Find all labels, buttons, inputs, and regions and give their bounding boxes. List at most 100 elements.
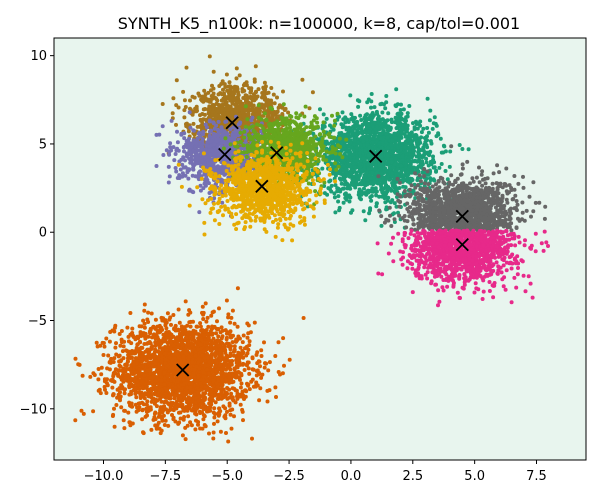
data-point <box>91 409 96 414</box>
data-point <box>341 200 346 205</box>
data-point <box>362 116 367 120</box>
data-point <box>151 374 156 379</box>
data-point <box>160 346 165 351</box>
data-point <box>180 343 185 348</box>
data-point <box>226 312 231 317</box>
data-point <box>407 148 412 153</box>
data-point <box>369 105 373 110</box>
data-point <box>368 206 373 211</box>
data-point <box>434 168 439 173</box>
data-point <box>379 171 384 176</box>
data-point <box>247 371 252 376</box>
data-point <box>206 324 211 329</box>
data-point <box>228 320 233 325</box>
data-point <box>157 411 162 416</box>
data-point <box>216 338 221 343</box>
data-point <box>355 156 360 160</box>
data-point <box>104 336 109 341</box>
data-point <box>111 374 116 379</box>
data-point <box>145 368 150 373</box>
data-point <box>370 111 375 115</box>
data-point <box>480 169 485 174</box>
data-point <box>205 355 210 360</box>
data-point <box>341 168 346 173</box>
data-point <box>153 361 158 366</box>
data-point <box>136 390 141 395</box>
data-point <box>46 357 50 361</box>
data-point <box>383 149 388 154</box>
data-point <box>524 208 529 213</box>
data-point <box>129 377 133 382</box>
data-point <box>177 420 182 425</box>
data-point <box>369 163 374 167</box>
data-point <box>250 377 255 382</box>
data-point <box>162 399 167 404</box>
data-point <box>449 173 454 178</box>
data-point <box>211 410 216 415</box>
data-point <box>110 385 115 390</box>
data-point <box>377 163 382 168</box>
data-point <box>229 315 234 320</box>
data-point <box>372 133 377 138</box>
data-point <box>152 370 157 375</box>
data-point <box>226 354 231 359</box>
data-point <box>335 189 340 194</box>
data-point <box>174 366 179 371</box>
data-point <box>418 119 423 124</box>
data-point <box>213 400 218 405</box>
data-point <box>425 126 430 130</box>
data-point <box>222 347 227 352</box>
data-point <box>437 165 442 170</box>
data-point <box>190 332 195 337</box>
data-point <box>336 194 341 199</box>
data-point <box>238 402 243 407</box>
data-point <box>109 378 113 383</box>
data-point <box>107 367 112 372</box>
data-point <box>418 179 423 184</box>
data-point <box>259 354 264 358</box>
data-point <box>145 413 149 418</box>
data-point <box>119 329 124 333</box>
data-point <box>363 218 368 223</box>
data-point <box>425 134 429 139</box>
data-point <box>238 345 243 350</box>
data-point <box>337 205 342 210</box>
data-point <box>98 391 103 396</box>
data-point <box>130 421 135 426</box>
data-point <box>366 167 371 171</box>
data-point <box>224 378 229 383</box>
data-point <box>128 311 133 315</box>
data-point <box>228 333 233 337</box>
data-point <box>150 335 154 340</box>
data-point <box>235 324 240 329</box>
data-point <box>393 156 398 161</box>
data-point <box>347 183 352 188</box>
data-point <box>145 399 150 404</box>
data-point <box>244 353 249 358</box>
data-point <box>218 409 223 414</box>
data-point <box>139 393 144 398</box>
data-point <box>160 365 165 370</box>
data-point <box>149 311 154 316</box>
data-point <box>379 145 384 150</box>
data-point <box>181 406 186 411</box>
data-point <box>211 336 216 341</box>
data-point <box>146 361 150 366</box>
data-point <box>180 433 185 438</box>
data-point <box>101 353 106 357</box>
data-point <box>195 390 200 395</box>
data-point <box>257 398 262 403</box>
data-point <box>235 396 240 401</box>
data-point <box>364 170 369 175</box>
data-point <box>120 385 125 390</box>
data-point <box>361 156 365 161</box>
data-point <box>167 355 172 360</box>
data-point <box>129 392 133 397</box>
data-point <box>413 136 418 141</box>
data-point <box>374 189 379 194</box>
data-point <box>369 118 374 123</box>
data-point <box>190 399 195 403</box>
data-point <box>400 154 405 159</box>
data-point <box>276 340 281 345</box>
data-point <box>400 173 405 178</box>
